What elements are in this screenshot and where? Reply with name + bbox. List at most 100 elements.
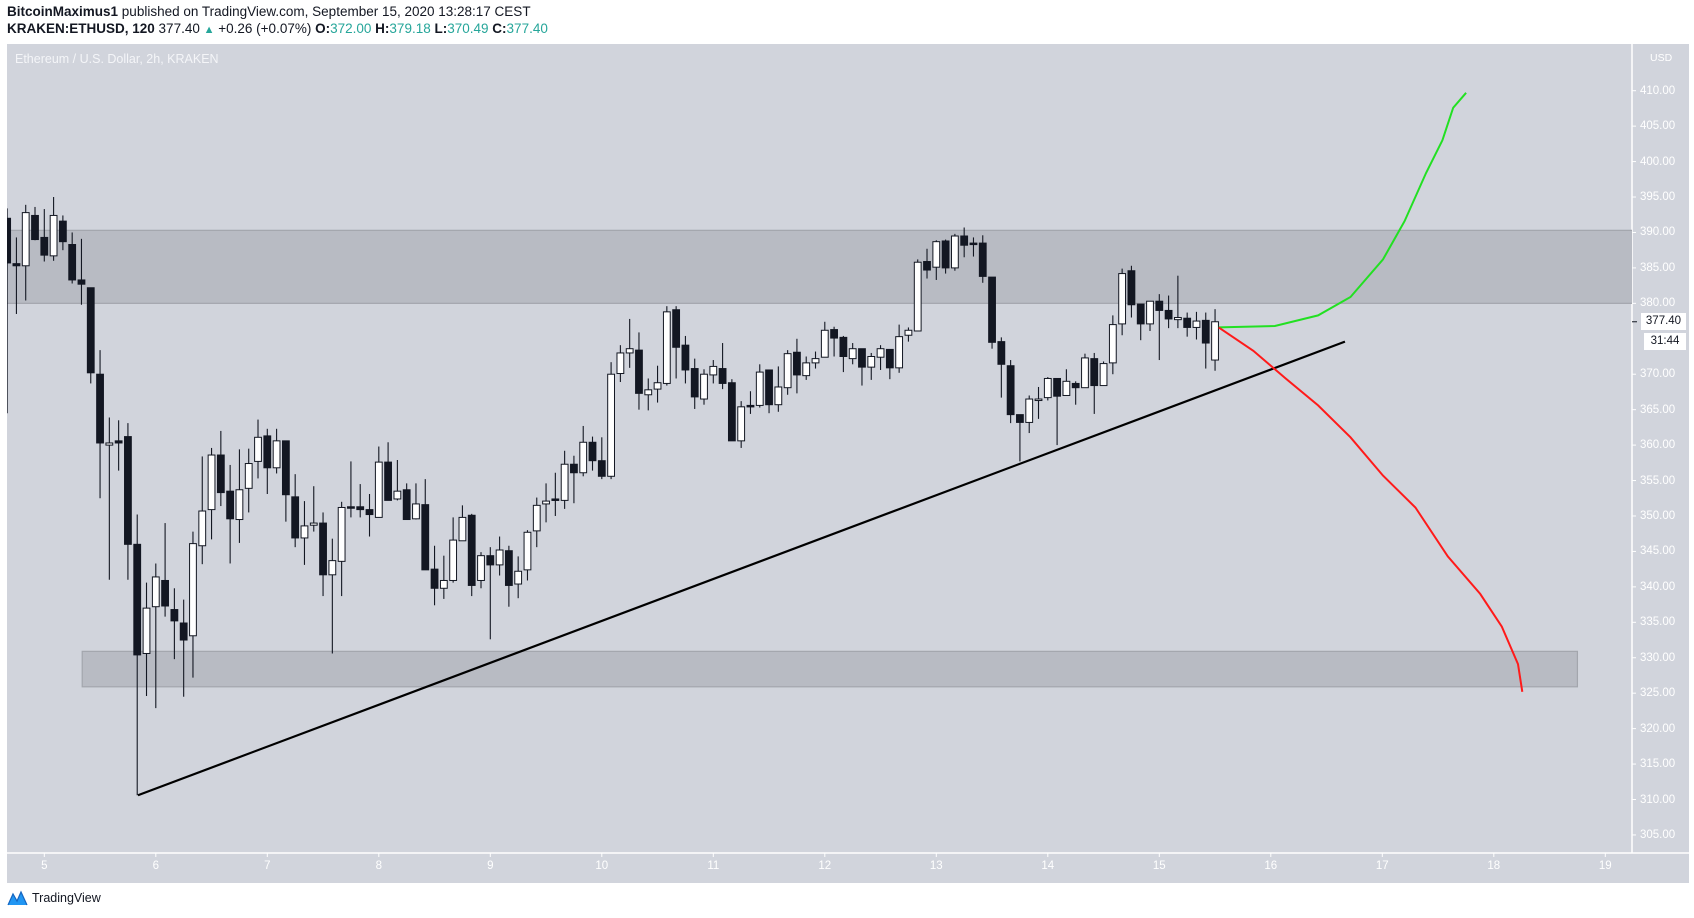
bearish-candle-body (486, 555, 495, 566)
candle (374, 446, 383, 518)
candle (560, 450, 569, 509)
candle (950, 233, 959, 271)
candle (941, 239, 950, 274)
bullish-candle-body (272, 440, 281, 469)
high-label: H: (375, 21, 390, 36)
price-tick-label: 315.00 (1640, 758, 1676, 771)
bearish-candle-body (31, 214, 39, 241)
bullish-scenario-path (1218, 92, 1467, 329)
candle (737, 401, 746, 448)
time-tick-label: 10 (595, 860, 609, 872)
bearish-candle-body (68, 244, 77, 281)
candle (895, 324, 904, 373)
bearish-candle-body (170, 609, 179, 622)
bullish-candle-body (709, 365, 718, 376)
bullish-candle-body (328, 560, 337, 576)
candle (625, 318, 634, 368)
candle (133, 514, 142, 796)
price-tick-label: 405.00 (1640, 120, 1676, 133)
open-value: 372.00 (330, 21, 372, 36)
candle (226, 464, 235, 564)
candle (170, 588, 179, 660)
bullish-candle-body (439, 579, 448, 589)
candle (1183, 312, 1192, 337)
candle (551, 472, 560, 516)
bullish-candle-body (235, 489, 244, 521)
currency-label[interactable]: USD (1650, 52, 1673, 64)
bullish-candle-body (1211, 321, 1219, 361)
candle (783, 350, 792, 395)
candle (765, 369, 773, 414)
candle (21, 204, 30, 301)
price-change: +0.26 (+0.07%) (218, 21, 312, 36)
bullish-candle-body (309, 522, 318, 526)
candle (458, 505, 467, 542)
time-tick-label: 5 (41, 860, 48, 872)
bearish-candle-body (1016, 414, 1024, 423)
bullish-candle-body (1108, 324, 1117, 364)
bullish-candle-body (607, 373, 615, 477)
candle (421, 479, 430, 571)
candle (486, 547, 495, 640)
bullish-candle-body (412, 503, 420, 520)
up-arrow-icon: ▲ (203, 24, 215, 36)
resistance-zone (7, 229, 1632, 304)
bullish-candle-body (1118, 273, 1127, 325)
bearish-candle-body (988, 276, 996, 343)
price-pane[interactable] (0, 92, 1661, 797)
time-tick-label: 7 (264, 860, 271, 872)
bullish-candle-body (932, 241, 941, 268)
candle (700, 369, 708, 405)
bearish-candle-body (1164, 309, 1173, 320)
bearish-candle-body (1090, 358, 1099, 387)
candle (1016, 414, 1024, 462)
bullish-candle-body (774, 386, 783, 406)
bearish-candle-body (319, 522, 327, 576)
price-tick-label: 395.00 (1640, 191, 1676, 204)
candle (635, 332, 643, 410)
price-tick-label: 350.00 (1640, 509, 1676, 522)
close-value: 377.40 (506, 21, 548, 36)
bearish-candle-body (96, 373, 104, 444)
bearish-candle-body (216, 454, 225, 494)
candle (272, 428, 281, 474)
candle (1155, 294, 1164, 361)
tradingview-logo-icon (7, 890, 28, 906)
bearish-candle-body (727, 382, 736, 442)
bullish-candle-body (189, 543, 197, 637)
candle (281, 440, 290, 522)
candle (337, 501, 346, 597)
chart-background (7, 44, 1689, 883)
candle (607, 362, 615, 480)
bearish-candle-body (1155, 300, 1164, 311)
price-tick-label: 370.00 (1640, 368, 1676, 381)
candle (347, 461, 355, 518)
bullish-candle-body (1034, 398, 1043, 402)
bullish-candle-body (198, 510, 207, 547)
brand-name: TradingView (32, 891, 101, 905)
bar-countdown: 31:44 (1644, 333, 1686, 350)
low-label: L: (434, 21, 448, 36)
bearish-candle-body (504, 550, 513, 586)
bearish-candle-body (1053, 377, 1061, 397)
candle (1071, 381, 1080, 405)
candle (31, 206, 39, 241)
bullish-candle-body (1062, 380, 1071, 396)
candle (960, 227, 969, 258)
author-name[interactable]: BitcoinMaximus1 (7, 4, 119, 19)
price-tick-label: 385.00 (1640, 261, 1676, 274)
bearish-candle-body (467, 514, 476, 586)
candle (309, 486, 318, 532)
bullish-candle-body (142, 607, 151, 654)
candle (653, 365, 662, 403)
candle (839, 335, 848, 373)
bullish-candle-body (579, 441, 588, 474)
time-tick-label: 19 (1598, 860, 1612, 872)
candle (124, 423, 132, 580)
tradingview-logo[interactable]: TradingView (7, 890, 101, 906)
candle (189, 531, 197, 678)
bullish-candle-body (755, 371, 764, 406)
bearish-candle-body (588, 441, 597, 462)
bullish-candle-body (867, 356, 876, 368)
